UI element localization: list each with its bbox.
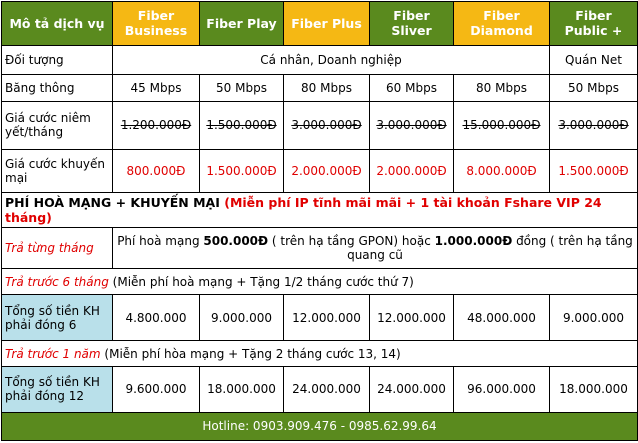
- audience-row: Đối tượng Cá nhân, Doanh nghiệp Quán Net: [1, 44, 638, 75]
- audience-value: Cá nhân, Doanh nghiệp: [112, 44, 550, 75]
- bandwidth-row: Băng thông 45 Mbps 50 Mbps 80 Mbps 60 Mb…: [1, 73, 638, 102]
- list-price-cell: 15.000.000Đ: [453, 100, 550, 150]
- one-year-total-cell: 18.000.000: [199, 366, 284, 413]
- promo-price-cell: 1.500.000Đ: [549, 148, 638, 194]
- list-price-cell: 3.000.000Đ: [369, 100, 454, 150]
- monthly-amount-legacy: 1.000.000Đ: [434, 234, 513, 249]
- one-year-label: Trả trước 1 năm: [5, 346, 101, 361]
- one-year-note: (Miễn phí hòa mạng + Tặng 2 tháng cước 1…: [100, 346, 401, 361]
- list-price-cell: 3.000.000Đ: [549, 100, 638, 150]
- one-year-header: Trả trước 1 năm (Miễn phí hòa mạng + Tặn…: [1, 340, 638, 368]
- monthly-label: Trả từng tháng: [1, 226, 113, 270]
- six-months-total-label: Tổng số tiền KH phải đóng 6: [1, 294, 113, 342]
- one-year-total-row: Tổng số tiền KH phải đóng 12 9.600.000 1…: [1, 366, 638, 413]
- six-months-total-cell: 4.800.000: [112, 294, 200, 342]
- bandwidth-cell: 60 Mbps: [369, 73, 454, 102]
- bandwidth-cell: 50 Mbps: [549, 73, 638, 102]
- six-months-total-row: Tổng số tiền KH phải đóng 6 4.800.000 9.…: [1, 294, 638, 342]
- one-year-total-label: Tổng số tiền KH phải đóng 12: [1, 366, 113, 413]
- monthly-text-1: Phí hoà mạng: [117, 234, 204, 249]
- header-row: Mô tả dịch vụ Fiber Business Fiber Play …: [1, 1, 638, 46]
- six-months-total-cell: 48.000.000: [453, 294, 550, 342]
- bandwidth-cell: 50 Mbps: [199, 73, 284, 102]
- plan-header-fiber-business: Fiber Business: [112, 1, 200, 46]
- bandwidth-cell: 45 Mbps: [112, 73, 200, 102]
- plan-header-fiber-play: Fiber Play: [199, 1, 284, 46]
- bandwidth-cell: 80 Mbps: [283, 73, 370, 102]
- footer-row: Hotline: 0903.909.476 - 0985.62.99.64: [1, 411, 638, 442]
- list-price-label: Giá cước niêm yết/tháng: [1, 100, 113, 150]
- monthly-text-3: đồng ( trên hạ tầng quang cũ: [347, 234, 633, 263]
- promo-banner-note: (Miễn phí IP tĩnh mãi mãi + 1 tài khoản …: [5, 195, 602, 226]
- monthly-description: Phí hoà mạng 500.000Đ ( trên hạ tầng GPO…: [112, 226, 638, 270]
- promo-banner-row: PHÍ HOÀ MẠNG + KHUYẾN MẠI (Miễn phí IP t…: [1, 192, 638, 228]
- one-year-row: Trả trước 1 năm (Miễn phí hòa mạng + Tặn…: [1, 340, 638, 368]
- list-price-cell: 1.200.000Đ: [112, 100, 200, 150]
- one-year-total-cell: 9.600.000: [112, 366, 200, 413]
- audience-label: Đối tượng: [1, 44, 113, 75]
- audience-value-public: Quán Net: [549, 44, 638, 75]
- bandwidth-label: Băng thông: [1, 73, 113, 102]
- plan-header-fiber-public: Fiber Public +: [549, 1, 638, 46]
- six-months-total-cell: 12.000.000: [283, 294, 370, 342]
- monthly-row: Trả từng tháng Phí hoà mạng 500.000Đ ( t…: [1, 226, 638, 270]
- promo-banner-title: PHÍ HOÀ MẠNG + KHUYẾN MẠI: [5, 195, 220, 211]
- plan-header-fiber-plus: Fiber Plus: [283, 1, 370, 46]
- six-months-total-cell: 12.000.000: [369, 294, 454, 342]
- hotline: Hotline: 0903.909.476 - 0985.62.99.64: [1, 411, 638, 442]
- header-label: Mô tả dịch vụ: [1, 1, 113, 46]
- six-months-note: (Miễn phí hoà mạng + Tặng 1/2 tháng cước…: [108, 274, 414, 289]
- six-months-row: Trả trước 6 tháng (Miễn phí hoà mạng + T…: [1, 268, 638, 296]
- promo-price-cell: 2.000.000Đ: [283, 148, 370, 194]
- bandwidth-cell: 80 Mbps: [453, 73, 550, 102]
- monthly-text-2: ( trên hạ tầng GPON) hoặc: [268, 234, 435, 249]
- one-year-total-cell: 24.000.000: [369, 366, 454, 413]
- plan-header-fiber-sliver: Fiber Sliver: [369, 1, 454, 46]
- six-months-total-cell: 9.000.000: [199, 294, 284, 342]
- promo-price-cell: 2.000.000Đ: [369, 148, 454, 194]
- one-year-total-cell: 24.000.000: [283, 366, 370, 413]
- promo-price-row: Giá cước khuyến mại 800.000Đ 1.500.000Đ …: [1, 148, 638, 194]
- promo-price-label: Giá cước khuyến mại: [1, 148, 113, 194]
- monthly-amount-gpon: 500.000Đ: [203, 234, 269, 249]
- promo-price-cell: 800.000Đ: [112, 148, 200, 194]
- plan-header-fiber-diamond: Fiber Diamond: [453, 1, 550, 46]
- six-months-total-cell: 9.000.000: [549, 294, 638, 342]
- list-price-cell: 1.500.000Đ: [199, 100, 284, 150]
- promo-price-cell: 8.000.000Đ: [453, 148, 550, 194]
- list-price-row: Giá cước niêm yết/tháng 1.200.000Đ 1.500…: [1, 100, 638, 150]
- one-year-total-cell: 96.000.000: [453, 366, 550, 413]
- six-months-header: Trả trước 6 tháng (Miễn phí hoà mạng + T…: [1, 268, 638, 296]
- promo-price-cell: 1.500.000Đ: [199, 148, 284, 194]
- promo-banner: PHÍ HOÀ MẠNG + KHUYẾN MẠI (Miễn phí IP t…: [1, 192, 638, 228]
- six-months-label: Trả trước 6 tháng: [5, 274, 109, 289]
- one-year-total-cell: 18.000.000: [549, 366, 638, 413]
- list-price-cell: 3.000.000Đ: [283, 100, 370, 150]
